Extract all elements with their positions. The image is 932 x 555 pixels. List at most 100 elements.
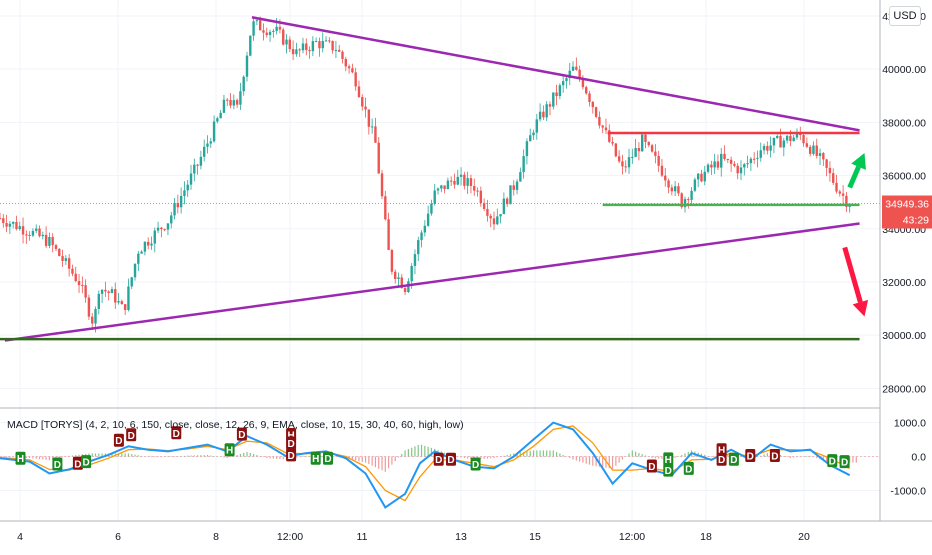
macd-histogram-bar [542,450,544,457]
price-tick-label: 38000.00 [882,117,926,129]
macd-signal-label: D [433,452,444,466]
candle-body [394,271,397,280]
candle-body [41,234,45,237]
macd-histogram-bar [763,454,765,457]
candle-body [449,180,453,182]
candle-body [38,228,41,237]
macd-line [0,421,851,509]
candle-body [736,165,739,174]
macd-histogram-bar [111,453,113,457]
macd-histogram-bar [68,455,70,457]
candle-body [683,199,687,208]
time-tick-label: 20 [798,531,810,543]
candle-body [598,116,601,126]
candle-body [179,195,183,208]
macd-histogram-bar [826,456,828,462]
macd-histogram-bar [88,453,90,457]
macd-histogram-bar [661,456,663,459]
macd-histogram-bar [562,454,564,457]
macd-signal-label-text: D [435,455,442,466]
candle-body [710,164,713,168]
macd-signal-label-text: H [718,446,725,457]
macd-histogram-bar [190,455,192,457]
macd-histogram-bar [658,456,660,459]
macd-histogram-bar [32,456,34,459]
candle-body [183,190,186,196]
macd-histogram-bar [793,456,795,458]
macd-signal-label-text: D [173,429,180,440]
candle-body [634,148,637,157]
macd-histogram-bar [299,456,301,458]
macd-histogram-bar [602,456,604,468]
macd-histogram-bar [631,450,633,457]
candle-body [647,142,650,146]
macd-histogram-bar [223,456,225,458]
macd-histogram-bar [302,456,304,458]
macd-signal-label-text: D [841,458,848,469]
candle-body [258,20,262,31]
time-tick-label: 6 [115,531,121,543]
candle-body [107,291,110,294]
macd-histogram-bar [430,447,433,457]
candle-body [150,243,153,246]
macd-signal-label: D [113,433,124,447]
candle-body [479,190,483,204]
macd-histogram-bar [384,456,386,472]
candle-body [351,68,354,73]
candle-body [97,293,100,309]
candle-body [367,109,371,127]
macd-histogram-bar [575,456,577,461]
macd-histogram-bar [621,456,624,460]
last-price-badge: 34949.36 43:29 [882,195,932,229]
macd-histogram-bar [555,451,558,457]
candle-body [746,163,749,165]
price-tick-label: 32000.00 [882,277,926,289]
candle-body [568,70,571,79]
macd-histogram-bar [2,456,4,458]
candle-body [31,230,35,236]
candle-body [384,196,387,220]
candle-body [601,125,604,128]
macd-histogram-bar [460,456,462,458]
macd-signal-label: D [323,451,333,465]
macd-signal-label: D [286,448,297,462]
macd-histogram-bar [229,456,232,458]
candle-body [249,35,252,56]
macd-histogram-bar [197,455,199,457]
macd-histogram-bar [249,452,251,457]
macd-histogram-bar [592,456,594,466]
macd-histogram-bar [582,456,584,463]
macd-histogram-bar [463,456,465,459]
candle-body [654,151,657,156]
macd-histogram-bar [483,456,485,459]
candle-body [8,223,12,227]
candle-body [555,92,558,97]
candle-body [752,158,756,160]
macd-signal-label: D [72,456,83,470]
currency-button[interactable]: USD [889,6,921,26]
candle-body [759,150,762,158]
upper-triangle-line [251,16,860,132]
candle-body [614,143,618,157]
candle-body [357,86,361,98]
candle-body [338,49,341,52]
price-tick-label: 40000.00 [882,64,926,76]
candle-body [588,93,591,102]
macd-histogram-bar [638,452,640,457]
candle-body [252,21,255,36]
macd-signal-label: D [716,452,727,466]
candle-body [413,254,417,266]
macd-histogram-bar [654,456,656,459]
macd-histogram-bar [45,456,47,460]
macd-signal-label-box [827,454,838,468]
macd-histogram-bar [414,446,416,457]
candle-body [212,121,216,142]
candle-body [505,198,509,205]
macd-signal-label: D [839,455,850,469]
macd-signal-label: D [446,452,456,466]
candle-body [703,171,706,182]
macd-signal-label-box [236,427,247,441]
macd-signal-label-box [15,451,26,465]
candle-body [347,66,351,69]
